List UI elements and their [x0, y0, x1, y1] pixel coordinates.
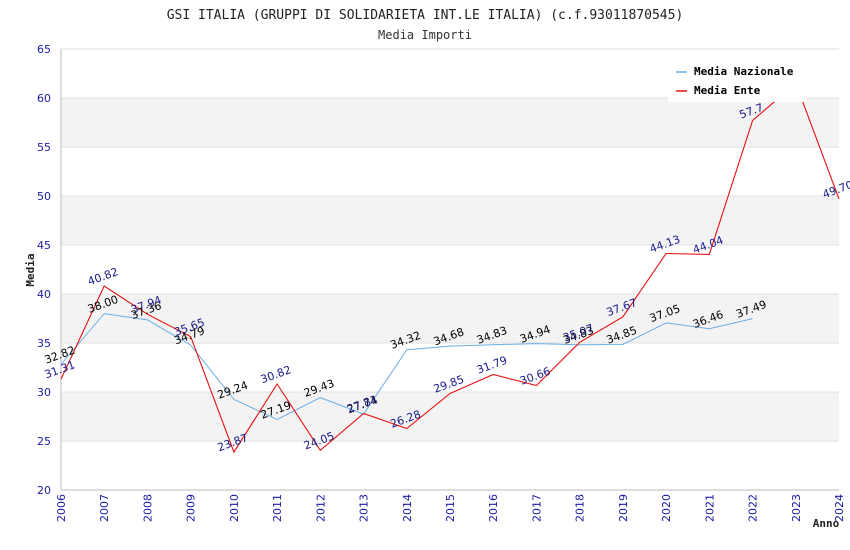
x-tick-label: 2008: [141, 494, 154, 522]
y-tick-label: 45: [37, 239, 51, 252]
x-tick-label: 2007: [98, 494, 111, 522]
legend-label-media-ente: Media Ente: [694, 84, 761, 97]
plot-band: [61, 196, 839, 245]
plot-band: [61, 98, 839, 147]
x-tick-label: 2018: [574, 494, 587, 522]
plot-background: [61, 49, 839, 490]
axes: [60, 49, 839, 491]
chart-subtitle: Media Importi: [378, 28, 472, 42]
series-line-media-ente: [60, 82, 840, 454]
legend: Media Nazionale Media Ente: [668, 58, 806, 102]
series-lines: [60, 82, 840, 454]
y-tick-label: 50: [37, 190, 51, 203]
x-tick-label: 2013: [358, 494, 371, 522]
y-tick-label: 40: [37, 288, 51, 301]
x-tick-label: 2016: [487, 494, 500, 522]
y-tick-label: 30: [37, 386, 51, 399]
series-line-media-nazionale: [60, 313, 753, 421]
x-tick-label: 2015: [444, 494, 457, 522]
x-axis-label: Anno: [813, 517, 840, 530]
x-tick-label: 2011: [271, 494, 284, 522]
x-tick-label: 2010: [228, 494, 241, 522]
x-tick-label: 2017: [530, 494, 543, 522]
x-tick-label: 2023: [790, 494, 803, 522]
chart-title: GSI ITALIA (GRUPPI DI SOLIDARIETA INT.LE…: [167, 8, 684, 23]
y-tick-label: 65: [37, 43, 51, 56]
x-tick-labels: 2006 2007 2008 2009 2010 2011 2012 2013 2014 2015…: [55, 494, 846, 522]
y-tick-labels: 20 25 30 35 40 45 50 55 60 65: [37, 43, 51, 497]
plot-band: [61, 245, 839, 294]
x-tick-label: 2024: [833, 494, 846, 522]
legend-label-media-nazionale: Media Nazionale: [694, 65, 794, 78]
gridlines: [61, 48, 839, 491]
x-tick-label: 2021: [703, 494, 716, 522]
y-tick-label: 35: [37, 337, 51, 350]
legend-box: [668, 58, 806, 102]
x-tick-label: 2012: [314, 494, 327, 522]
plot-band: [61, 441, 839, 490]
plot-band: [61, 392, 839, 441]
plot-band: [61, 147, 839, 196]
y-axis-label: Media: [24, 253, 37, 286]
y-tick-label: 25: [37, 435, 51, 448]
plot-band: [61, 343, 839, 392]
x-tick-label: 2009: [185, 494, 198, 522]
x-tick-label: 2020: [660, 494, 673, 522]
y-tick-label: 20: [37, 484, 51, 497]
plot-band: [61, 294, 839, 343]
x-tick-label: 2019: [617, 494, 630, 522]
x-tick-label: 2022: [747, 494, 760, 522]
x-tick-label: 2014: [401, 494, 414, 522]
y-tick-label: 55: [37, 141, 51, 154]
x-tick-label: 2006: [55, 494, 68, 522]
y-tick-label: 60: [37, 92, 51, 105]
